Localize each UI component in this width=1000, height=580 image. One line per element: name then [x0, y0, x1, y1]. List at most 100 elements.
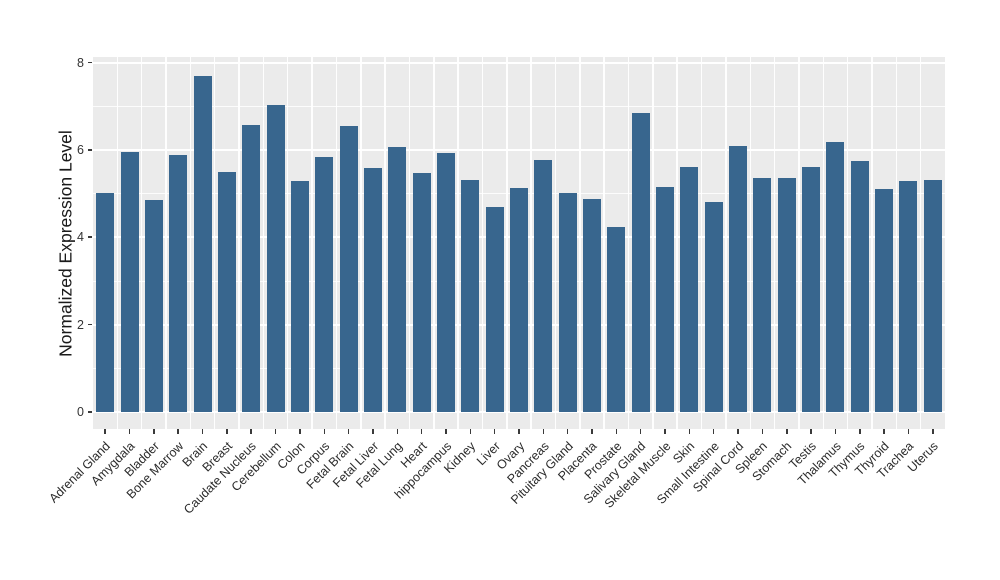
bar-kidney	[461, 180, 480, 412]
gridline-x	[749, 57, 751, 429]
bar-small-intestine	[704, 202, 723, 412]
x-axis-tick	[396, 429, 399, 434]
y-axis-tick	[88, 149, 92, 151]
x-axis-tick	[859, 429, 861, 434]
bar-testis	[802, 166, 821, 412]
x-axis-tick	[810, 429, 812, 434]
bar-liver	[485, 207, 504, 412]
x-axis-tick	[177, 429, 179, 434]
x-axis-tick	[883, 429, 885, 434]
y-tick-label: 8	[77, 55, 84, 70]
gridline-x	[627, 57, 630, 429]
x-axis-tick	[615, 429, 618, 434]
x-axis-tick	[542, 429, 545, 434]
y-axis-tick	[88, 323, 92, 326]
y-tick-label: 0	[77, 405, 84, 419]
bar-stomach	[777, 178, 796, 412]
bar-spleen	[753, 178, 772, 412]
bar-thyroid	[875, 188, 894, 412]
bar-salivary-gland	[631, 112, 650, 412]
bar-caudate-nucleus	[242, 124, 261, 412]
bar-placenta	[583, 198, 602, 412]
gridline-x	[384, 57, 386, 429]
y-axis-tick	[88, 411, 92, 413]
gridline-x	[700, 57, 703, 429]
gridline-x	[433, 57, 435, 429]
plot-panel	[93, 57, 945, 429]
y-tick-label: 6	[77, 143, 84, 158]
gridline-x	[408, 57, 411, 429]
gridline-x	[579, 57, 581, 429]
x-axis-tick	[153, 429, 155, 434]
x-axis-tick	[518, 429, 520, 434]
gridline-x	[262, 57, 265, 429]
bar-heart	[412, 173, 431, 412]
bar-spinal-cord	[729, 145, 748, 412]
x-axis-tick	[323, 429, 325, 434]
gridline-x	[773, 57, 776, 429]
x-axis-tick	[664, 429, 666, 434]
gridline-x	[506, 57, 508, 429]
bar-adrenal-gland	[96, 192, 115, 412]
gridline-x	[286, 57, 289, 429]
x-axis-tick	[226, 429, 228, 434]
bar-pancreas	[534, 160, 553, 412]
gridline-x	[652, 57, 654, 429]
x-axis-tick	[712, 429, 715, 434]
bar-prostate	[607, 227, 626, 412]
gridline-x	[798, 57, 800, 429]
gridline-x	[676, 57, 678, 429]
x-axis-tick	[566, 429, 569, 434]
gridline-x	[457, 57, 459, 429]
bar-amygdala	[120, 151, 139, 412]
bar-skeletal-muscle	[656, 187, 675, 412]
gridline-x	[481, 57, 484, 429]
gridline-x	[530, 57, 532, 429]
gridline-x	[311, 57, 313, 429]
x-axis-tick	[932, 429, 934, 434]
x-axis-tick	[834, 429, 837, 434]
x-axis-tick	[737, 429, 739, 434]
gridline-x	[360, 57, 362, 429]
bar-skin	[680, 166, 699, 412]
x-axis-tick	[445, 429, 447, 434]
gridline-x	[165, 57, 167, 429]
y-tick-label: 4	[77, 230, 84, 245]
x-axis-tick	[104, 429, 106, 434]
gridline-y-major	[93, 149, 945, 152]
bar-thymus	[850, 160, 869, 412]
bar-brain	[193, 75, 212, 412]
gridline-x	[140, 57, 143, 429]
gridline-x	[554, 57, 557, 429]
gridline-x	[725, 57, 727, 429]
y-axis-tick	[88, 61, 92, 64]
x-axis-tick	[493, 429, 496, 434]
x-axis-tick	[420, 429, 423, 434]
y-tick-label: 2	[77, 317, 84, 332]
gridline-x	[335, 57, 338, 429]
bar-hippocampus	[436, 153, 455, 412]
gridline-y-major	[93, 61, 945, 64]
bar-pituitary-gland	[558, 192, 577, 412]
x-axis-tick	[639, 429, 642, 434]
x-axis-tick	[347, 429, 350, 434]
gridline-x	[871, 57, 873, 429]
gridline-y-major	[93, 411, 945, 413]
x-axis-tick	[274, 429, 277, 434]
bar-thalamus	[826, 142, 845, 412]
x-axis-tick	[688, 429, 691, 434]
bar-cerebellum	[266, 105, 285, 412]
gridline-x	[895, 57, 898, 429]
x-axis-tick	[201, 429, 204, 434]
x-axis-tick	[591, 429, 593, 434]
x-axis-tick	[907, 429, 910, 434]
gridline-x	[603, 57, 605, 429]
x-axis-tick	[469, 429, 472, 434]
bar-colon	[290, 180, 309, 412]
bar-trachea	[899, 181, 918, 412]
gridline-x	[213, 57, 216, 429]
gridline-y-minor	[93, 105, 945, 107]
bar-fetal-liver	[363, 167, 382, 412]
gridline-x	[189, 57, 192, 429]
